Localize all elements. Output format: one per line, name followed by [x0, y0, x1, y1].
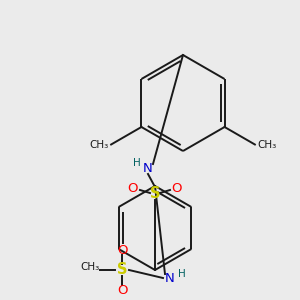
- Text: N: N: [165, 272, 175, 284]
- Text: CH₃: CH₃: [90, 140, 109, 149]
- Text: H: H: [133, 158, 141, 168]
- Text: O: O: [128, 182, 138, 194]
- Text: H: H: [178, 269, 186, 279]
- Text: O: O: [117, 244, 127, 256]
- Text: S: S: [117, 262, 127, 278]
- Text: CH₃: CH₃: [257, 140, 276, 149]
- Text: O: O: [172, 182, 182, 194]
- Text: O: O: [117, 284, 127, 296]
- Text: N: N: [143, 161, 153, 175]
- Text: CH₃: CH₃: [80, 262, 100, 272]
- Text: S: S: [150, 185, 160, 200]
